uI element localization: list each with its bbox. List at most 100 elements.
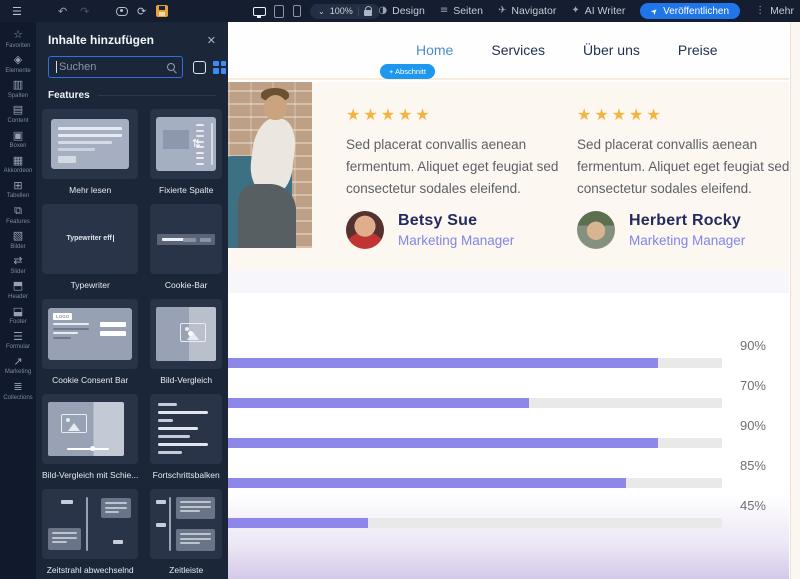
section-spacer-band [228,270,789,293]
tile-mehr-lesen[interactable]: Mehr lesen [42,109,139,202]
kebab-dots-icon: ⋮ [755,5,766,16]
testimonial-name: Herbert Rocky [629,211,741,229]
sidebar-item-label: Slider [10,268,26,275]
arrows-swap-icon: ⇄ [13,254,23,268]
sidebar-item-slider[interactable]: ⇄ Slider [0,255,36,275]
tile-label: Fortschrittsbalken [152,470,220,480]
progress-track [228,438,722,448]
progress-value-label: 90% [739,418,766,433]
more-button[interactable]: ⋮ Mehr [755,5,794,17]
toolbar-right-group: ◑ Design ≡ Seiten ✈ Navigator ✦ AI Write… [378,0,794,22]
zoom-level: 100% [329,6,353,16]
nav-item-preise[interactable]: Preise [677,42,718,58]
tile-cookie-consent-bar[interactable]: LOGO Cookie Consent Bar [42,299,139,392]
device-tablet-button[interactable] [274,0,284,22]
close-icon[interactable]: ✕ [206,33,216,47]
zoom-control[interactable]: ⌄ 100% [310,0,380,22]
device-desktop-button[interactable] [253,0,266,22]
progress-bar-section[interactable]: 90% 70% 90% 85% 45% [228,293,789,579]
tile-label: Cookie-Bar [164,280,208,290]
tile-bild-vergleich-schieberegler[interactable]: Bild-Vergleich mit Schie... [42,394,139,487]
undo-button[interactable]: ↶ [58,0,67,22]
sidebar-item-marketing[interactable]: ↗ Marketing [0,354,36,376]
testimonial-section[interactable]: ★★★★★ Sed placerat convallis aenean ferm… [228,82,789,270]
preview-button[interactable] [116,0,128,22]
features-section-title: Features [48,90,90,101]
tile-thumbnail: LOGO [42,299,139,369]
sidebar-item-boxen[interactable]: ▣ Boxen [0,129,36,149]
sidebar-item-akkordeon[interactable]: ▦ Akkordeon [0,154,36,175]
progress-track [228,398,722,408]
grid-view-toggle[interactable] [213,60,226,74]
sidebar-item-header[interactable]: ⬒ Header [0,280,36,300]
cube-icon: ◈ [13,53,23,67]
sidebar-item-footer[interactable]: ⬓ Footer [0,305,36,325]
progress-row: 45% [228,498,766,538]
list-view-toggle[interactable] [193,60,206,74]
search-icon [167,63,175,71]
website-canvas: Home Services Über uns Preise + Abschnit… [228,22,800,579]
tile-fortschrittsbalken[interactable]: Fortschrittsbalken [150,394,222,487]
sidebar-item-elemente[interactable]: ◈ Elemente [0,53,36,74]
ai-writer-button[interactable]: ✦ AI Writer [571,5,625,17]
sidebar-item-tabellen[interactable]: ⊞ Tabellen [0,179,36,199]
progress-track [228,518,722,528]
sidebar-item-collections[interactable]: ≣ Collections [0,380,36,400]
tile-thumbnail [150,489,222,559]
tile-fixierte-spalte[interactable]: ⇅ Fixierte Spalte [150,109,222,202]
progress-track [228,358,722,368]
device-phone-button[interactable] [293,0,301,22]
refresh-icon: ⟳ [137,4,147,18]
tile-bild-vergleich[interactable]: Bild-Vergleich [150,299,222,392]
add-content-panel: Inhalte hinzufügen ✕ Suchen Features Meh… [36,22,228,579]
testimonial-photo [228,82,312,248]
publish-button[interactable]: ➤ Veröffentlichen [640,3,741,19]
nav-item-home[interactable]: Home [416,42,454,58]
redo-button[interactable]: ↷ [80,0,89,22]
progress-value-label: 90% [739,338,766,353]
progress-fill [228,358,658,368]
tile-label: Zeitstrahl abwechselnd [46,565,134,575]
progress-bars: 90% 70% 90% 85% 45% [228,338,766,538]
divider [97,95,216,96]
pages-button[interactable]: ≡ Seiten [440,5,483,17]
navigator-button[interactable]: ✈ Navigator [498,5,556,17]
tile-thumbnail [42,394,139,464]
sidebar-item-favoriten[interactable]: ☆ Favoriten [0,28,36,49]
website-page: Home Services Über uns Preise + Abschnit… [228,22,789,579]
sidebar-item-bilder[interactable]: ▧ Bilder [0,229,36,249]
sidebar-item-label: Favoriten [5,42,31,49]
sidebar-item-label: Header [8,294,28,301]
search-input[interactable]: Suchen [48,56,183,78]
save-button[interactable] [156,0,168,22]
nav-item-ueber-uns[interactable]: Über uns [583,42,640,58]
trend-arrow-icon: ↗ [13,354,23,368]
tile-label: Zeitleiste [169,565,204,575]
tile-label: Bild-Vergleich [160,375,213,385]
sidebar-item-formular[interactable]: ☰ Formular [0,330,36,350]
add-section-button[interactable]: + Abschnitt [380,64,435,79]
sidebar-item-label: Elemente [5,67,31,74]
nav-item-services[interactable]: Services [491,42,546,58]
tile-thumbnail: Typewriter eff [42,204,139,274]
tile-zeitstrahl-abwechselnd[interactable]: Zeitstrahl abwechselnd [42,489,139,579]
sync-button[interactable]: ⟳ [137,0,146,22]
main-menu-button[interactable]: ☰ [12,0,22,22]
sidebar-item-spalten[interactable]: ▥ Spalten [0,79,36,99]
tile-label: Fixierte Spalte [159,185,214,195]
design-button[interactable]: ◑ Design [378,5,424,17]
design-label: Design [392,5,425,17]
tile-cookie-bar[interactable]: Cookie-Bar [150,204,222,297]
rocket-icon: ➤ [649,5,661,17]
tile-zeitleiste[interactable]: Zeitleiste [150,489,222,579]
testimonial-text: Sed placerat convallis aenean fermentum.… [346,137,559,196]
sidebar-item-label: Akkordeon [3,168,33,175]
sidebar-item-label: Marketing [4,369,32,376]
sidebar-item-content[interactable]: ▤ Content [0,104,36,124]
tile-typewriter[interactable]: Typewriter eff Typewriter [42,204,139,297]
tablet-icon [274,4,284,18]
person-head [264,95,287,120]
testimonial-name: Betsy Sue [398,211,478,229]
feature-tiles-grid: Mehr lesen ⇅ Fixierte Spalte Typewriter … [36,105,228,579]
sidebar-item-features[interactable]: ⧉ Features [0,204,36,224]
